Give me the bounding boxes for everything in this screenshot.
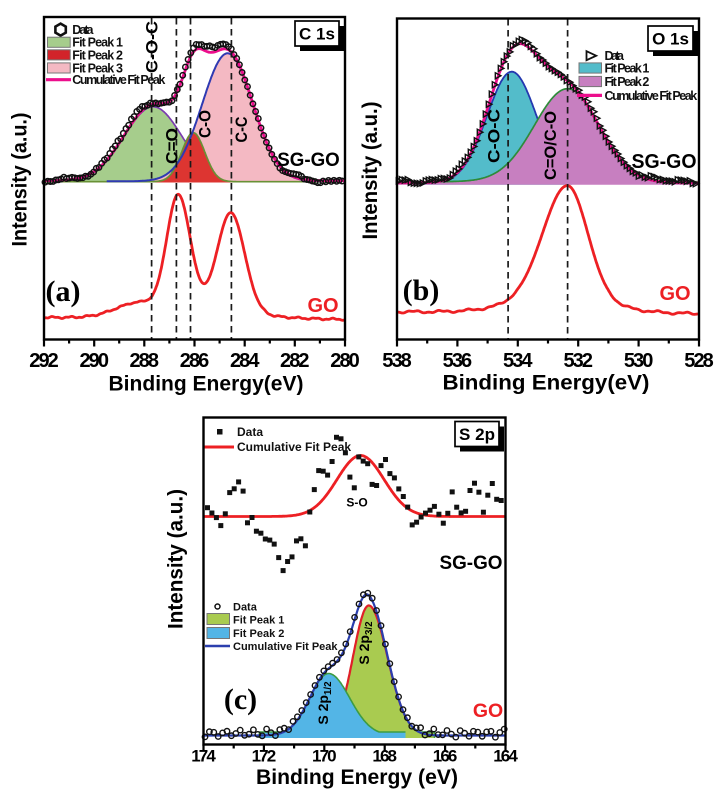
svg-text:538: 538 (382, 350, 412, 372)
svg-text:292: 292 (29, 350, 59, 372)
svg-text:170: 170 (312, 747, 337, 766)
svg-text:GO: GO (307, 295, 338, 317)
svg-text:Fit Peak 3: Fit Peak 3 (72, 61, 123, 75)
svg-text:Binding Energy (eV): Binding Energy (eV) (256, 766, 458, 789)
svg-text:Cumulative Fit Peak: Cumulative Fit Peak (72, 73, 165, 87)
svg-text:C-O: C-O (196, 110, 215, 138)
svg-text:290: 290 (79, 350, 109, 372)
svg-text:Fit Peak 2: Fit Peak 2 (605, 75, 650, 89)
svg-text:S 2p: S 2p (459, 425, 495, 444)
svg-text:Data: Data (233, 602, 258, 614)
svg-text:C-O-C: C-O-C (143, 21, 162, 73)
svg-text:Binding Energy(eV): Binding Energy(eV) (443, 372, 650, 395)
svg-text:174: 174 (191, 747, 216, 766)
svg-text:166: 166 (433, 747, 458, 766)
svg-text:(a): (a) (46, 275, 81, 308)
svg-text:Intensity (a.u.): Intensity (a.u.) (359, 102, 382, 240)
svg-text:Data: Data (237, 425, 263, 439)
svg-text:S-O: S-O (346, 496, 367, 510)
svg-text:C=O: C=O (163, 128, 182, 164)
svg-text:Cumulative Fit Peak: Cumulative Fit Peak (605, 89, 698, 103)
svg-text:280: 280 (330, 350, 360, 372)
svg-text:282: 282 (280, 350, 310, 372)
svg-text:SG-GO: SG-GO (440, 552, 503, 574)
svg-text:Data: Data (605, 49, 625, 63)
svg-text:SG-GO: SG-GO (632, 151, 697, 173)
svg-text:168: 168 (372, 747, 397, 766)
svg-text:Intensity (a.u.): Intensity (a.u.) (165, 489, 188, 629)
svg-text:Data: Data (72, 23, 94, 37)
svg-text:536: 536 (443, 350, 473, 372)
svg-text:Cumulative Fit Peak: Cumulative Fit Peak (233, 641, 338, 653)
svg-text:288: 288 (130, 350, 160, 372)
svg-text:Fit Peak 2: Fit Peak 2 (72, 48, 123, 62)
svg-text:164: 164 (493, 747, 518, 766)
svg-text:Fit Peak 1: Fit Peak 1 (72, 36, 123, 50)
svg-text:532: 532 (563, 350, 593, 372)
svg-text:528: 528 (684, 350, 714, 372)
svg-text:GO: GO (659, 283, 690, 305)
svg-text:530: 530 (624, 350, 654, 372)
svg-text:(b): (b) (403, 274, 440, 307)
svg-text:C-O-C: C-O-C (485, 109, 504, 163)
svg-text:172: 172 (252, 747, 277, 766)
svg-text:Fit Peak 1: Fit Peak 1 (605, 61, 650, 75)
svg-text:O 1s: O 1s (652, 30, 689, 49)
svg-text:SG-GO: SG-GO (277, 149, 340, 171)
svg-text:C=O/C-O: C=O/C-O (541, 111, 560, 180)
svg-text:Fit Peak 1: Fit Peak 1 (233, 615, 284, 627)
svg-text:C 1s: C 1s (299, 25, 335, 44)
svg-text:Fit Peak 2: Fit Peak 2 (233, 628, 284, 640)
svg-text:GO: GO (473, 700, 503, 722)
svg-text:534: 534 (503, 350, 533, 372)
svg-text:C-C: C-C (232, 117, 251, 143)
svg-text:Binding Energy(eV): Binding Energy(eV) (109, 373, 304, 396)
svg-text:286: 286 (180, 350, 210, 372)
svg-text:284: 284 (230, 350, 260, 372)
svg-text:Cumulative Fit Peak: Cumulative Fit Peak (237, 440, 351, 454)
svg-text:Intensity (a.u.): Intensity (a.u.) (9, 113, 32, 247)
svg-text:(c): (c) (224, 683, 257, 716)
